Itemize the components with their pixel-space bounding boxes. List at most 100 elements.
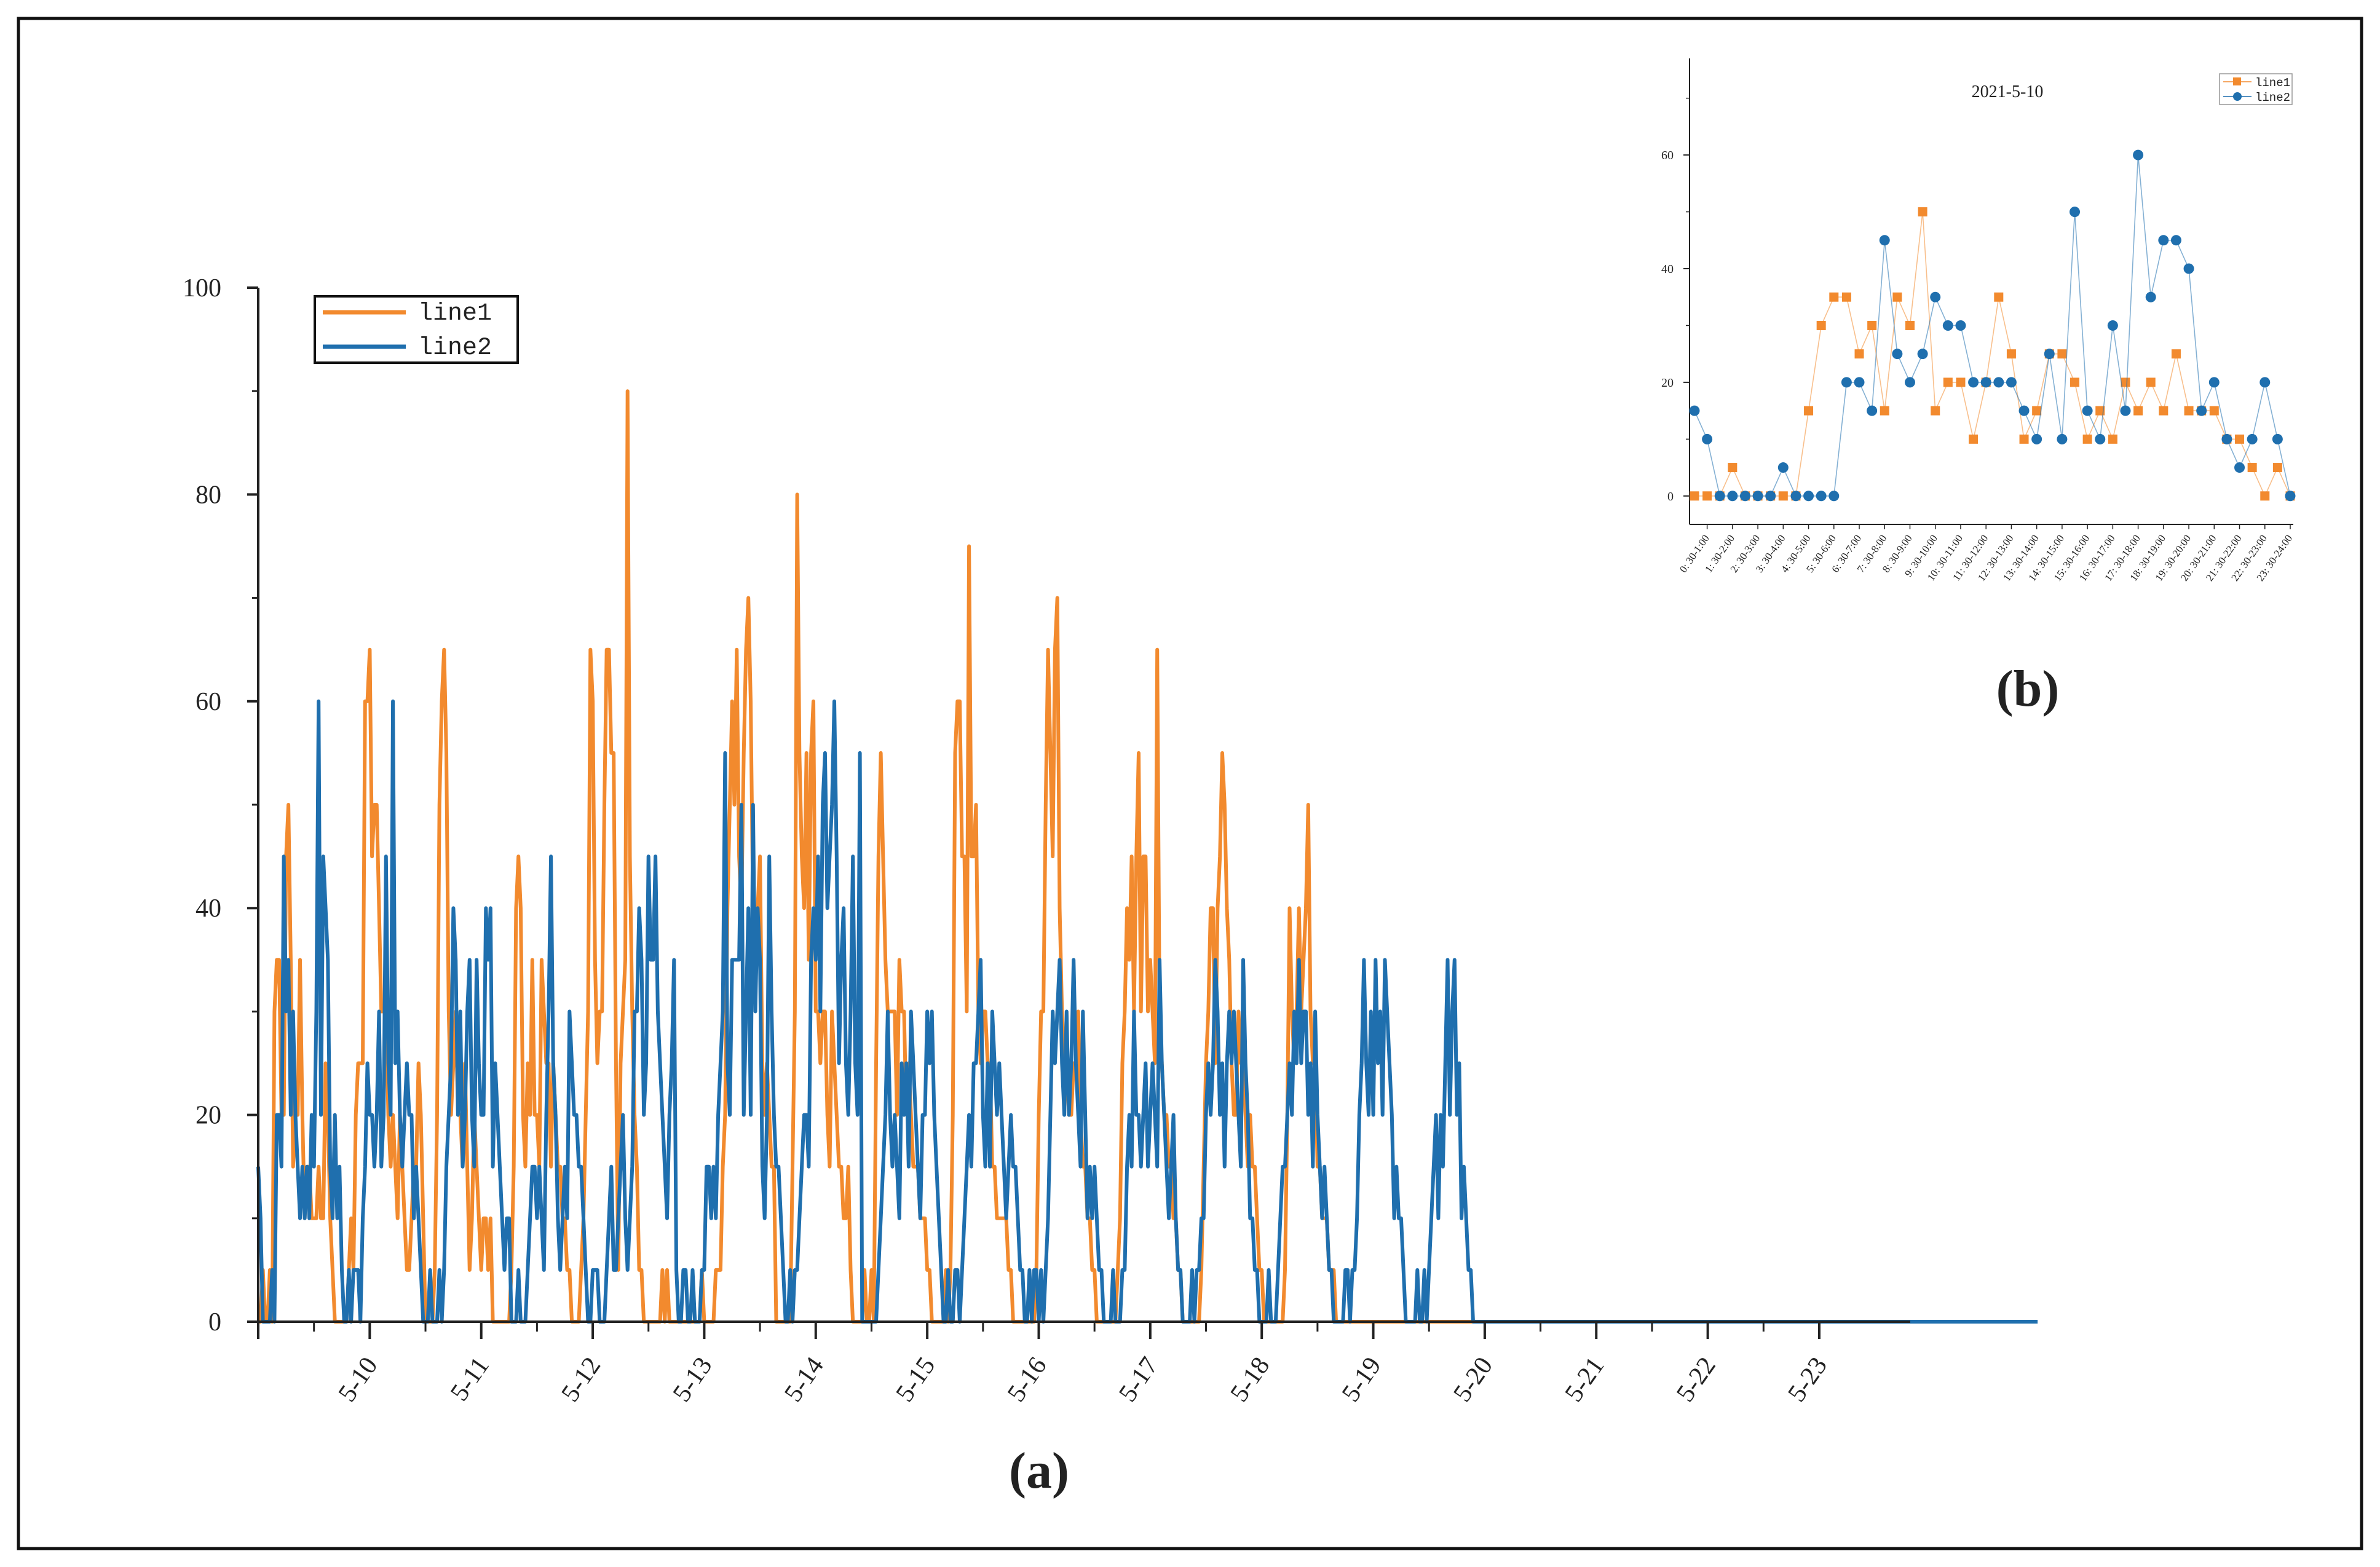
series-b-line1-point: [2247, 463, 2257, 473]
series-b-line1-point: [2032, 406, 2042, 416]
y-tick-label: 40: [196, 894, 221, 923]
series-b-line1-point: [1918, 207, 1927, 217]
series-b-line2-point: [1955, 320, 1966, 331]
series-b-line1-point: [1804, 406, 1814, 416]
series-b-line1-point: [2184, 406, 2194, 416]
series-b-line2-point: [1816, 491, 1827, 502]
series-b-line2-point: [1765, 491, 1776, 502]
series-b-line1-point: [1690, 491, 1699, 501]
y-tick-label: 60: [196, 688, 221, 716]
series-b-line2-point: [1904, 377, 1915, 388]
series-b-line2-point: [1689, 405, 1700, 416]
legend-b-line1-marker: [2233, 77, 2241, 85]
series-b-line2-point: [1968, 377, 1979, 388]
chart-b-panel-label: (b): [1996, 660, 2060, 717]
series-b-line1-point: [1931, 406, 1940, 416]
y-tick-label: 80: [196, 481, 221, 509]
series-b-line1-point: [2133, 406, 2143, 416]
series-b-line2-point: [2247, 433, 2258, 444]
series-b-line2-point: [1993, 377, 2004, 388]
series-b-line1-point: [2272, 463, 2282, 473]
series-b-line1-point: [2082, 434, 2092, 444]
chart-b-title: 2021-5-10: [1972, 82, 2044, 101]
series-b-line2-point: [1777, 462, 1789, 473]
legend-b-line2-marker: [2233, 92, 2242, 101]
series-b-line2-point: [1727, 491, 1738, 502]
legend-b-line2-label: line2: [2255, 91, 2290, 105]
series-b-line2-point: [2031, 433, 2042, 444]
chart-a-panel-label: (a): [1009, 1442, 1069, 1499]
series-b-line2-point: [2095, 433, 2106, 444]
b-y-tick-label: 40: [1661, 262, 1674, 276]
series-b-line1-point: [1816, 320, 1826, 330]
series-b-line2-point: [1917, 349, 1928, 360]
series-b-line1-point: [2121, 377, 2130, 387]
series-b-line1-point: [2070, 377, 2080, 387]
series-b-line2-point: [2044, 349, 2055, 360]
b-y-tick-label: 20: [1661, 376, 1674, 390]
series-b-line1-point: [1867, 320, 1877, 330]
series-b-line2-point: [2057, 433, 2068, 444]
series-b-line2-point: [1867, 405, 1878, 416]
series-b-line1-point: [2095, 406, 2105, 416]
series-b-line1-point: [2209, 406, 2219, 416]
series-b-line2-point: [1702, 433, 1713, 444]
series-b-line1-point: [1880, 406, 1889, 416]
series-b-line1-point: [1905, 320, 1915, 330]
series-b-line1-point: [1728, 463, 1738, 473]
chart-a-legend: line1 line2: [314, 295, 519, 364]
series-b-line2-point: [1980, 377, 1991, 388]
series-b-line1-point: [1702, 491, 1712, 501]
series-b-line1-point: [2159, 406, 2168, 416]
series-b-line2-point: [2285, 491, 2296, 502]
chart-b-legend: line1 line2: [2219, 73, 2293, 105]
series-b-line2-point: [1942, 320, 1953, 331]
series-b-line2-point: [2120, 405, 2131, 416]
series-b-line2-point: [2006, 377, 2017, 388]
series-b-line1-point: [1829, 292, 1839, 302]
y-tick-label: 100: [183, 274, 221, 302]
series-b-line1-point: [2171, 349, 2181, 359]
series-b-line2-point: [2018, 405, 2030, 416]
series-b-line1-point: [1841, 292, 1851, 302]
series-b-line2-point: [1714, 491, 1725, 502]
series-b-line1-point: [2235, 434, 2245, 444]
series-b-line1-point: [1956, 377, 1966, 387]
legend-line2-label: line2: [418, 334, 492, 362]
series-b-line1-point: [2057, 349, 2067, 359]
series-b-line2-point: [2158, 235, 2169, 246]
series-b-line2-point: [2234, 462, 2245, 473]
y-tick-label: 0: [208, 1308, 221, 1336]
series-b-line1-point: [2019, 434, 2029, 444]
series-b-line2-point: [1854, 377, 1865, 388]
series-b-line1-point: [1943, 377, 1953, 387]
series-b-line2-point: [2272, 433, 2283, 444]
series-b-line2-point: [1841, 377, 1852, 388]
series-b-line2-point: [2070, 207, 2081, 218]
b-y-tick-label: 0: [1667, 490, 1674, 503]
series-b-line2-point: [2170, 235, 2181, 246]
b-y-tick-label: 60: [1661, 149, 1674, 162]
series-b-line1-point: [1994, 292, 2004, 302]
series-b-line2-point: [2196, 405, 2207, 416]
legend-b-line1-label: line1: [2255, 76, 2290, 90]
series-b-line2-point: [2145, 291, 2156, 302]
series-b-line1-point: [2006, 349, 2016, 359]
chart-a-legend-box: [314, 295, 519, 364]
series-b-line2-point: [1752, 491, 1763, 502]
y-tick-label: 20: [196, 1102, 221, 1130]
series-b-line2-point: [2221, 433, 2232, 444]
series-b-line2-point: [2183, 263, 2194, 274]
series-b-line2-point: [2107, 320, 2118, 331]
series-b-line2-point: [1828, 491, 1840, 502]
series-b-line2-point: [1739, 491, 1750, 502]
series-b-line2-point: [2133, 149, 2144, 160]
series-b-line2-point: [1892, 349, 1903, 360]
series-b-line2-point: [1790, 491, 1801, 502]
chart-b-legend-box: [2219, 73, 2293, 105]
series-b-line2-point: [2259, 377, 2271, 388]
legend-line1-label: line1: [418, 300, 492, 328]
series-b-line1-point: [1778, 491, 1788, 501]
series-b-line1-point: [2260, 491, 2270, 501]
